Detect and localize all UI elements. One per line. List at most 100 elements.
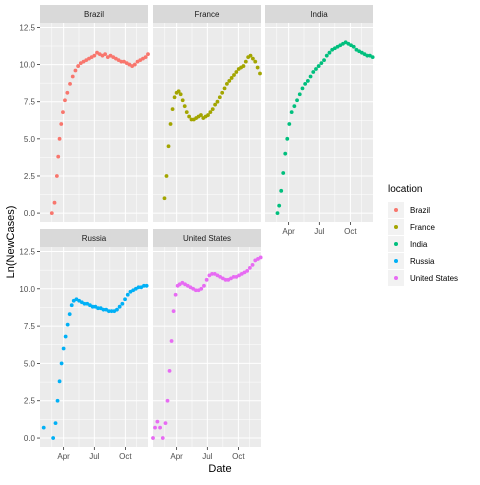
data-point-india-3 <box>281 171 286 175</box>
data-point-united-states-37 <box>245 268 250 273</box>
facet-strip-russia <box>40 229 148 247</box>
data-point-france-17 <box>199 113 203 117</box>
y-tick-label-russia-4: 10.0 <box>19 285 35 294</box>
data-point-united-states-3 <box>158 425 162 430</box>
data-point-russia-15 <box>82 301 87 306</box>
data-point-russia-9 <box>67 312 72 317</box>
data-point-france-4 <box>170 107 175 112</box>
data-point-france-5 <box>172 95 177 100</box>
data-point-france-40 <box>253 59 258 64</box>
data-point-russia-38 <box>144 283 149 288</box>
data-point-france-0 <box>162 196 167 201</box>
x-tick-label-india-2: Oct <box>344 227 357 236</box>
data-point-france-20 <box>206 113 210 117</box>
data-point-united-states-32 <box>231 274 236 279</box>
data-point-france-29 <box>227 79 232 83</box>
data-point-united-states-22 <box>204 277 209 282</box>
data-point-india-21 <box>327 50 332 55</box>
y-tick-label-brazil-3: 7.5 <box>24 98 36 107</box>
data-point-brazil-7 <box>63 98 67 103</box>
data-point-russia-8 <box>65 322 70 327</box>
facet-strip-brazil <box>40 5 148 23</box>
data-point-india-7 <box>289 110 294 115</box>
data-point-russia-29 <box>120 301 125 306</box>
legend-swatch-russia <box>394 259 398 263</box>
data-point-united-states-8 <box>169 339 174 343</box>
data-point-india-37 <box>370 55 375 60</box>
data-point-russia-2 <box>53 421 58 426</box>
x-tick-label-united-states-0: Apr <box>170 452 183 461</box>
data-point-france-27 <box>222 86 227 91</box>
data-point-russia-10 <box>69 303 74 308</box>
legend-label-united-states: United States <box>410 274 458 283</box>
data-point-united-states-10 <box>173 292 178 297</box>
legend-swatch-brazil <box>394 208 398 212</box>
y-tick-label-brazil-0: 0.0 <box>24 209 36 218</box>
data-point-united-states-24 <box>210 271 214 276</box>
y-tick-label-russia-5: 12.5 <box>19 247 35 256</box>
data-point-france-35 <box>241 64 246 68</box>
data-point-brazil-0 <box>49 211 54 215</box>
data-point-france-10 <box>182 104 187 109</box>
data-point-france-22 <box>210 107 215 112</box>
data-point-brazil-28 <box>119 59 124 64</box>
data-point-france-9 <box>180 98 185 103</box>
data-point-france-38 <box>248 53 253 58</box>
data-point-brazil-5 <box>59 122 64 126</box>
data-point-india-17 <box>316 64 321 68</box>
data-point-russia-35 <box>136 285 141 290</box>
data-point-brazil-3 <box>56 154 61 159</box>
data-point-france-21 <box>208 110 213 115</box>
data-point-india-30 <box>351 44 356 49</box>
data-point-brazil-37 <box>143 55 148 60</box>
data-point-russia-22 <box>101 307 106 312</box>
data-point-united-states-42 <box>258 255 263 260</box>
data-point-france-26 <box>220 90 225 95</box>
legend-label-brazil: Brazil <box>410 206 430 215</box>
data-point-united-states-6 <box>165 398 170 403</box>
data-point-united-states-29 <box>223 277 228 282</box>
data-point-brazil-38 <box>146 52 150 57</box>
legend-swatch-india <box>394 242 398 246</box>
data-point-united-states-39 <box>250 263 255 267</box>
data-point-india-6 <box>287 122 292 126</box>
data-point-united-states-1 <box>153 425 157 430</box>
data-point-russia-3 <box>55 398 60 403</box>
data-point-india-12 <box>303 81 308 86</box>
data-point-india-5 <box>285 136 290 141</box>
data-point-russia-37 <box>142 283 146 288</box>
x-tick-label-united-states-2: Oct <box>232 452 245 461</box>
legend-label-france: France <box>410 223 435 232</box>
facet-strip-label-france: France <box>195 10 220 19</box>
data-point-france-3 <box>168 122 173 126</box>
data-point-russia-24 <box>106 309 111 314</box>
x-axis-title: Date <box>208 463 231 475</box>
data-point-russia-28 <box>117 304 122 309</box>
data-point-brazil-33 <box>132 62 137 67</box>
data-point-russia-6 <box>61 346 66 351</box>
data-point-russia-4 <box>57 379 62 384</box>
data-point-russia-18 <box>90 304 95 309</box>
data-point-russia-20 <box>96 306 100 311</box>
data-point-india-15 <box>311 70 316 74</box>
data-point-brazil-8 <box>65 90 70 95</box>
data-point-united-states-18 <box>193 288 198 293</box>
data-point-united-states-38 <box>247 265 252 270</box>
facet-strip-label-united-states: United States <box>183 234 231 243</box>
data-point-brazil-4 <box>57 136 62 141</box>
data-point-united-states-7 <box>167 368 172 373</box>
legend-title: location <box>388 184 422 195</box>
data-point-india-18 <box>319 61 324 65</box>
y-tick-label-brazil-5: 12.5 <box>19 23 35 32</box>
y-tick-label-brazil-2: 5.0 <box>24 135 36 144</box>
data-point-russia-1 <box>51 436 56 440</box>
data-point-united-states-4 <box>160 436 165 440</box>
data-point-india-1 <box>277 203 282 208</box>
data-point-russia-7 <box>63 334 68 339</box>
x-tick-label-russia-2: Oct <box>119 452 132 461</box>
data-point-russia-27 <box>115 307 119 312</box>
data-point-france-1 <box>164 174 169 178</box>
data-point-france-2 <box>166 144 171 149</box>
facet-strip-united-states <box>153 229 261 247</box>
data-point-india-19 <box>322 58 326 63</box>
